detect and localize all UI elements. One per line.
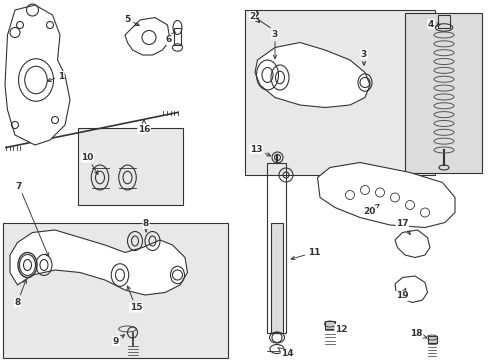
Text: 2: 2 <box>252 11 259 21</box>
Polygon shape <box>394 230 429 257</box>
Text: 10: 10 <box>81 153 98 174</box>
Text: 7: 7 <box>16 181 49 257</box>
Text: 1: 1 <box>47 72 64 82</box>
Text: 20: 20 <box>362 204 378 216</box>
Bar <box>437 15 449 27</box>
Text: 8: 8 <box>142 220 149 232</box>
FancyBboxPatch shape <box>244 10 434 175</box>
Bar <box>267 162 286 333</box>
Text: 12: 12 <box>333 324 346 333</box>
Polygon shape <box>10 230 187 295</box>
Polygon shape <box>394 276 427 302</box>
Polygon shape <box>5 5 70 145</box>
Text: 11: 11 <box>290 248 320 260</box>
Text: 19: 19 <box>395 288 408 301</box>
Text: 16: 16 <box>138 120 150 134</box>
Text: 9: 9 <box>113 335 124 346</box>
Text: 3: 3 <box>360 50 366 65</box>
Text: 8: 8 <box>14 279 26 307</box>
Text: 14: 14 <box>278 348 293 359</box>
Polygon shape <box>317 162 454 228</box>
Text: 17: 17 <box>395 220 409 234</box>
Bar <box>427 336 436 342</box>
FancyBboxPatch shape <box>404 13 482 172</box>
FancyBboxPatch shape <box>2 222 227 357</box>
Bar <box>325 321 334 329</box>
Bar <box>174 27 181 45</box>
Text: 15: 15 <box>127 286 142 312</box>
Text: 4: 4 <box>427 19 439 28</box>
Text: 6: 6 <box>165 32 175 45</box>
Text: 13: 13 <box>249 144 270 156</box>
Text: 18: 18 <box>409 329 426 338</box>
Text: 5: 5 <box>124 14 139 26</box>
Bar <box>270 222 283 333</box>
Polygon shape <box>254 42 369 108</box>
FancyBboxPatch shape <box>77 127 182 205</box>
Text: 2: 2 <box>249 12 259 22</box>
Text: 3: 3 <box>271 30 278 59</box>
Polygon shape <box>125 18 170 55</box>
